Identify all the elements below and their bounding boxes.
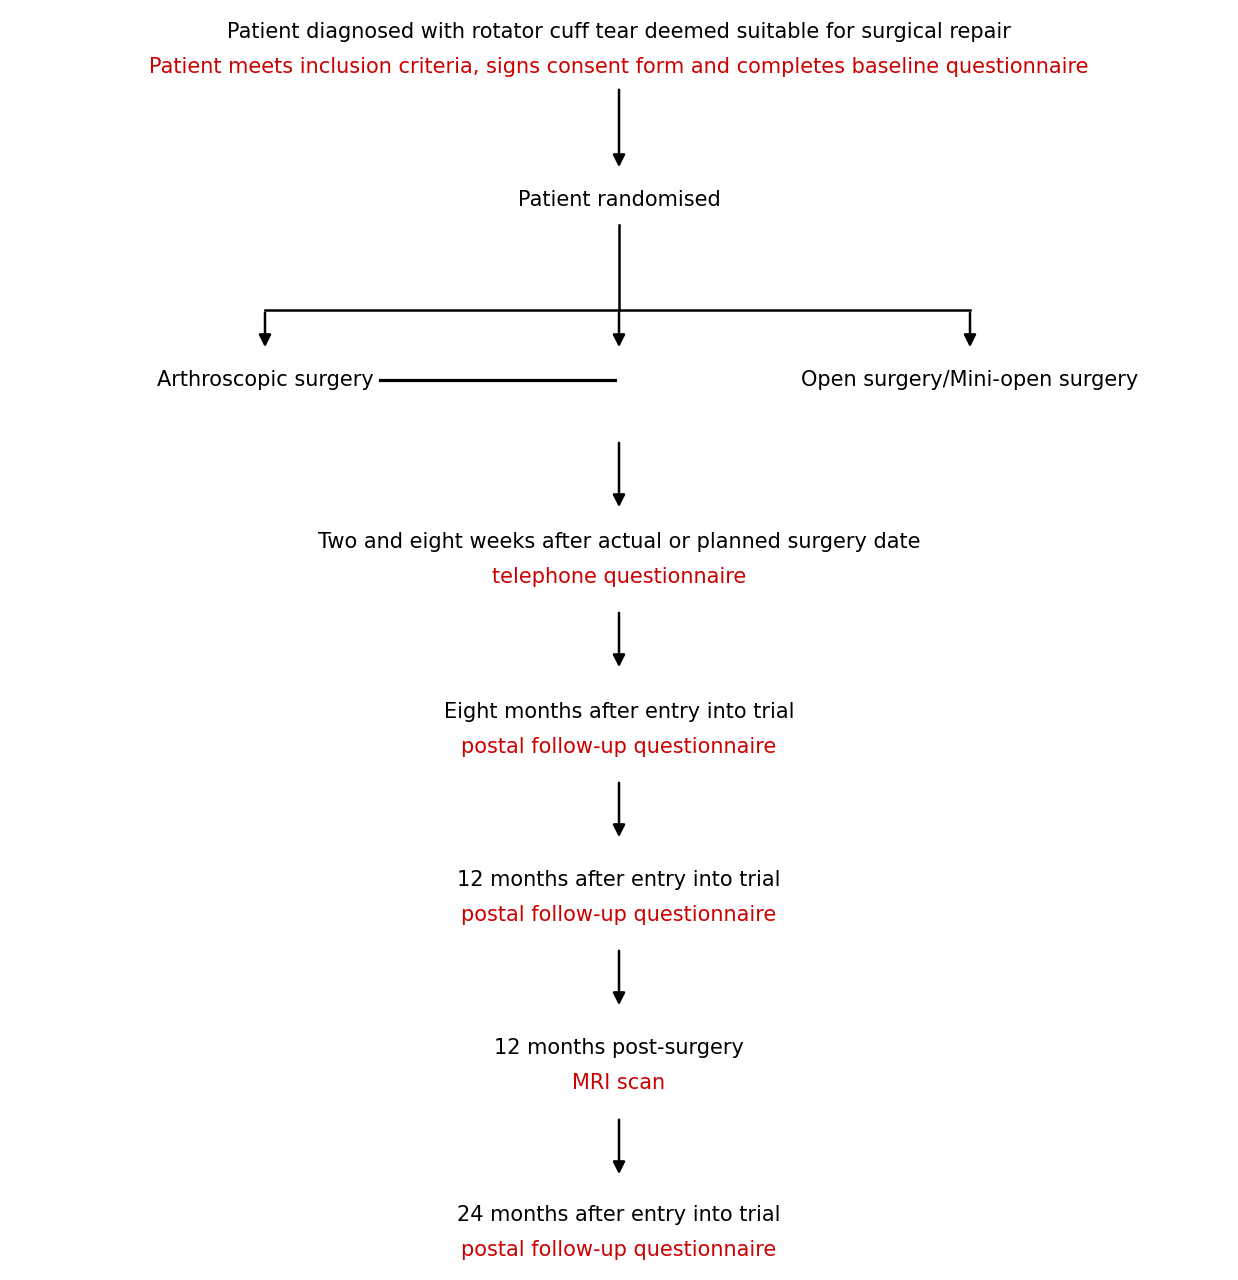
Text: Two and eight weeks after actual or planned surgery date: Two and eight weeks after actual or plan… xyxy=(318,532,920,552)
Text: 24 months after entry into trial: 24 months after entry into trial xyxy=(457,1204,781,1225)
Text: Open surgery/Mini-open surgery: Open surgery/Mini-open surgery xyxy=(801,370,1139,390)
Text: postal follow-up questionnaire: postal follow-up questionnaire xyxy=(462,1240,776,1260)
Text: Patient randomised: Patient randomised xyxy=(517,189,721,210)
Text: Eight months after entry into trial: Eight months after entry into trial xyxy=(443,701,795,722)
Text: MRI scan: MRI scan xyxy=(572,1073,666,1093)
Text: postal follow-up questionnaire: postal follow-up questionnaire xyxy=(462,737,776,756)
Text: Patient diagnosed with rotator cuff tear deemed suitable for surgical repair: Patient diagnosed with rotator cuff tear… xyxy=(227,22,1011,42)
Text: telephone questionnaire: telephone questionnaire xyxy=(491,567,747,588)
Text: postal follow-up questionnaire: postal follow-up questionnaire xyxy=(462,905,776,925)
Text: Patient meets inclusion criteria, signs consent form and completes baseline ques: Patient meets inclusion criteria, signs … xyxy=(150,58,1088,77)
Text: Arthroscopic surgery: Arthroscopic surgery xyxy=(157,370,374,390)
Text: 12 months post-surgery: 12 months post-surgery xyxy=(494,1038,744,1059)
Text: 12 months after entry into trial: 12 months after entry into trial xyxy=(457,870,781,890)
